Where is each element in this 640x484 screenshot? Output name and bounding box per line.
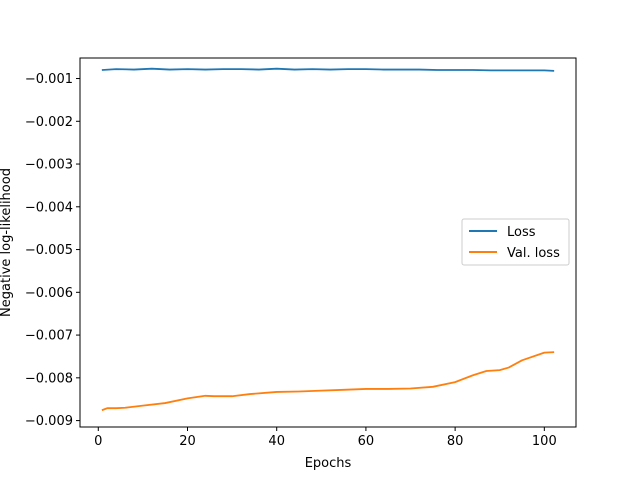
axes-layer: 0 20 40 60 80 100 −0.001 −0.002 −0.003 −0.004 −0.0… — [25, 72, 557, 449]
y-tick-label: −0.003 — [25, 158, 73, 173]
series-layer — [101, 67, 555, 412]
y-tick-label: −0.005 — [25, 243, 73, 258]
legend-label-val-loss: Val. loss — [507, 246, 560, 261]
y-tick-label: −0.004 — [25, 200, 73, 215]
y-tick-label: −0.002 — [25, 115, 73, 130]
x-tick-label: 40 — [268, 434, 285, 449]
y-tick-label: −0.006 — [25, 286, 73, 301]
y-axis-label: Negative log-likelihood — [0, 168, 14, 317]
plot-frame — [79, 57, 577, 428]
series-line-val-loss — [101, 351, 555, 412]
y-tick-label: −0.008 — [25, 371, 73, 386]
legend-label-loss: Loss — [507, 225, 536, 240]
x-axis-label: Epochs — [305, 456, 352, 471]
x-tick-label: 100 — [532, 434, 557, 449]
series-line-loss — [101, 67, 555, 72]
x-tick-label: 0 — [94, 434, 102, 449]
x-tick-label: 20 — [179, 434, 196, 449]
y-tick-label: −0.001 — [25, 72, 73, 87]
legend: Loss Val. loss — [461, 218, 570, 266]
x-tick-label: 80 — [447, 434, 464, 449]
y-tick-label: −0.007 — [25, 329, 73, 344]
y-tick-label: −0.009 — [25, 414, 73, 429]
x-tick-label: 60 — [358, 434, 375, 449]
